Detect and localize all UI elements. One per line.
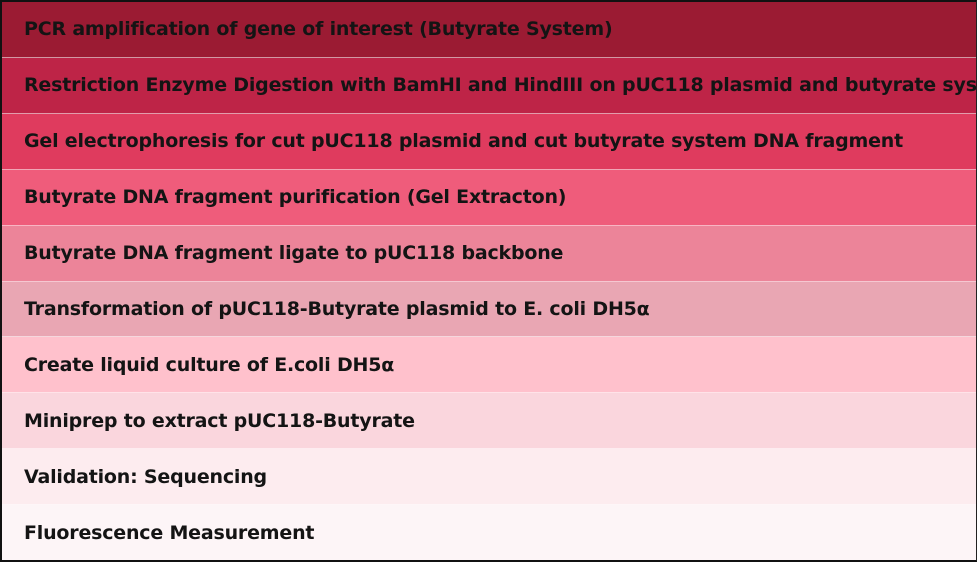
step-3-gel-electrophoresis: Gel electrophoresis for cut pUC118 plasm… [2,113,976,170]
step-4-fragment-purification: Butyrate DNA fragment purification (Gel … [2,169,976,226]
step-6-transformation: Transformation of pUC118-Butyrate plasmi… [2,281,976,338]
step-8-miniprep: Miniprep to extract pUC118-Butyrate [2,393,976,450]
step-2-restriction-digestion: Restriction Enzyme Digestion with BamHI … [2,57,976,114]
step-10-fluorescence-measurement: Fluorescence Measurement [2,505,976,561]
step-5-ligation: Butyrate DNA fragment ligate to pUC118 b… [2,225,976,282]
step-1-pcr-amplification: PCR amplification of gene of interest (B… [2,2,976,58]
step-9-validation-sequencing: Validation: Sequencing [2,449,976,506]
step-7-liquid-culture: Create liquid culture of E.coli DH5α [2,337,976,394]
